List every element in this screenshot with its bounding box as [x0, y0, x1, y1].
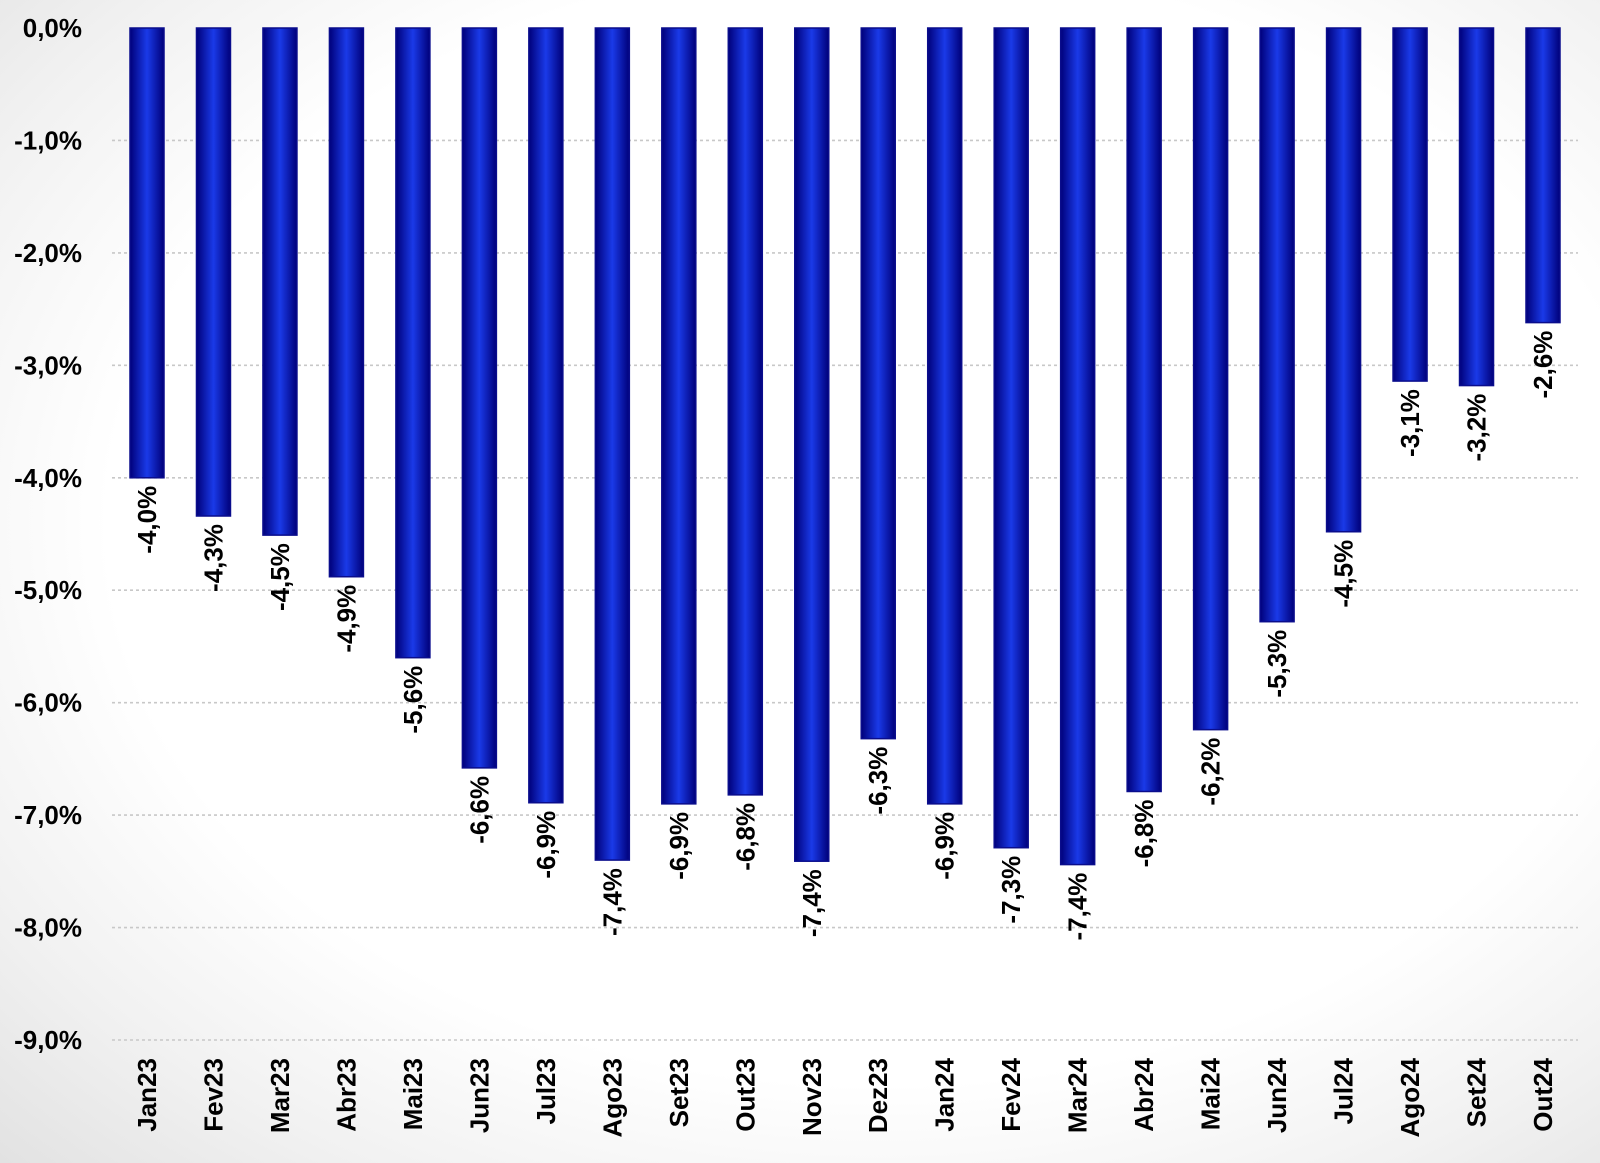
data-label: -6,9%: [664, 812, 694, 880]
x-tick-label: Dez23: [863, 1058, 893, 1133]
y-tick-label: -7,0%: [14, 800, 82, 830]
bar: [1525, 27, 1561, 324]
bar: [1126, 27, 1162, 793]
y-tick-label: -4,0%: [14, 463, 82, 493]
x-tick-label: Abr24: [1129, 1057, 1159, 1131]
bar: [926, 27, 963, 805]
x-tick-label: Jan23: [132, 1058, 162, 1132]
x-tick-label: Nov23: [797, 1058, 827, 1136]
x-tick-label: Jul23: [531, 1058, 561, 1125]
x-tick-label: Mar23: [265, 1058, 295, 1133]
data-label: -6,6%: [464, 776, 494, 844]
bar: [1458, 27, 1495, 387]
y-tick-label: -6,0%: [14, 688, 82, 718]
y-tick-label: -2,0%: [14, 238, 82, 268]
data-label: -6,8%: [1129, 799, 1159, 867]
data-label: -5,6%: [398, 666, 428, 734]
bar: [794, 27, 830, 862]
x-tick-label: Fev23: [198, 1058, 228, 1132]
x-tick-label: Set24: [1462, 1057, 1492, 1127]
data-label: -4,0%: [132, 486, 162, 554]
data-label: -4,5%: [265, 543, 295, 611]
x-tick-label: Jul24: [1329, 1057, 1359, 1124]
x-tick-label: Mai23: [398, 1058, 428, 1130]
data-label: -4,5%: [1329, 540, 1359, 608]
bar: [727, 27, 764, 796]
data-label: -4,9%: [331, 585, 361, 653]
data-label: -6,9%: [531, 811, 561, 879]
bars: [129, 27, 1561, 866]
data-label: -5,3%: [1262, 630, 1292, 698]
x-tick-label: Abr23: [331, 1058, 361, 1132]
y-tick-label: -9,0%: [14, 1025, 82, 1055]
y-axis-ticks: 0,0% -1,0% -2,0% -3,0% -4,0% -5,0% -6,0% -7,0% -…: [14, 13, 82, 1055]
x-tick-label: Mar24: [1063, 1057, 1093, 1133]
data-label: -3,2%: [1462, 394, 1492, 462]
x-tick-label: Fev24: [996, 1057, 1026, 1131]
bar: [1059, 27, 1096, 866]
x-tick-label: Mai24: [1196, 1057, 1226, 1130]
data-label: -7,4%: [1063, 873, 1093, 941]
bar: [461, 27, 498, 769]
bar: [195, 27, 232, 517]
x-tick-label: Out24: [1528, 1057, 1558, 1131]
bar: [1259, 27, 1295, 623]
bar: [262, 27, 298, 536]
data-labels: -4,0% -4,3% -4,5% -4,9% -5,6% -6,6% -6,9% -7,4%…: [132, 331, 1558, 941]
data-label: -2,6%: [1528, 331, 1558, 399]
grid-lines: [112, 139, 1578, 1041]
bar: [129, 27, 165, 479]
data-label: -6,8%: [730, 803, 760, 871]
bar: [395, 27, 431, 659]
data-label: -6,3%: [863, 747, 893, 815]
bar: [993, 27, 1029, 849]
data-label: -7,4%: [597, 868, 627, 936]
data-label: -4,3%: [198, 524, 228, 592]
data-label: -7,3%: [996, 856, 1026, 924]
data-label: -6,9%: [930, 812, 960, 880]
y-tick-label: -5,0%: [14, 575, 82, 605]
bar: [661, 27, 697, 805]
bar: [594, 27, 631, 861]
data-label: -6,2%: [1196, 738, 1226, 806]
bar: [1192, 27, 1229, 731]
x-tick-label: Ago24: [1395, 1057, 1425, 1137]
bar: [860, 27, 896, 740]
x-tick-label: Jun23: [464, 1058, 494, 1133]
x-axis-ticks: Jan23 Fev23 Mar23 Abr23 Mai23 Jun23 Jul23 Ago23…: [132, 1057, 1558, 1137]
y-tick-label: 0,0%: [23, 13, 82, 43]
data-label: -3,1%: [1395, 389, 1425, 457]
x-tick-label: Jun24: [1262, 1057, 1292, 1133]
bar: [1325, 27, 1362, 533]
x-tick-label: Jan24: [930, 1057, 960, 1131]
bar: [328, 27, 365, 578]
data-label: -7,4%: [797, 869, 827, 937]
bar: [1392, 27, 1428, 382]
bar: [528, 27, 564, 804]
x-tick-label: Out23: [730, 1058, 760, 1132]
x-tick-label: Set23: [664, 1058, 694, 1127]
y-tick-label: -1,0%: [14, 125, 82, 155]
y-tick-label: -3,0%: [14, 350, 82, 380]
y-tick-label: -8,0%: [14, 913, 82, 943]
x-tick-label: Ago23: [597, 1058, 627, 1137]
